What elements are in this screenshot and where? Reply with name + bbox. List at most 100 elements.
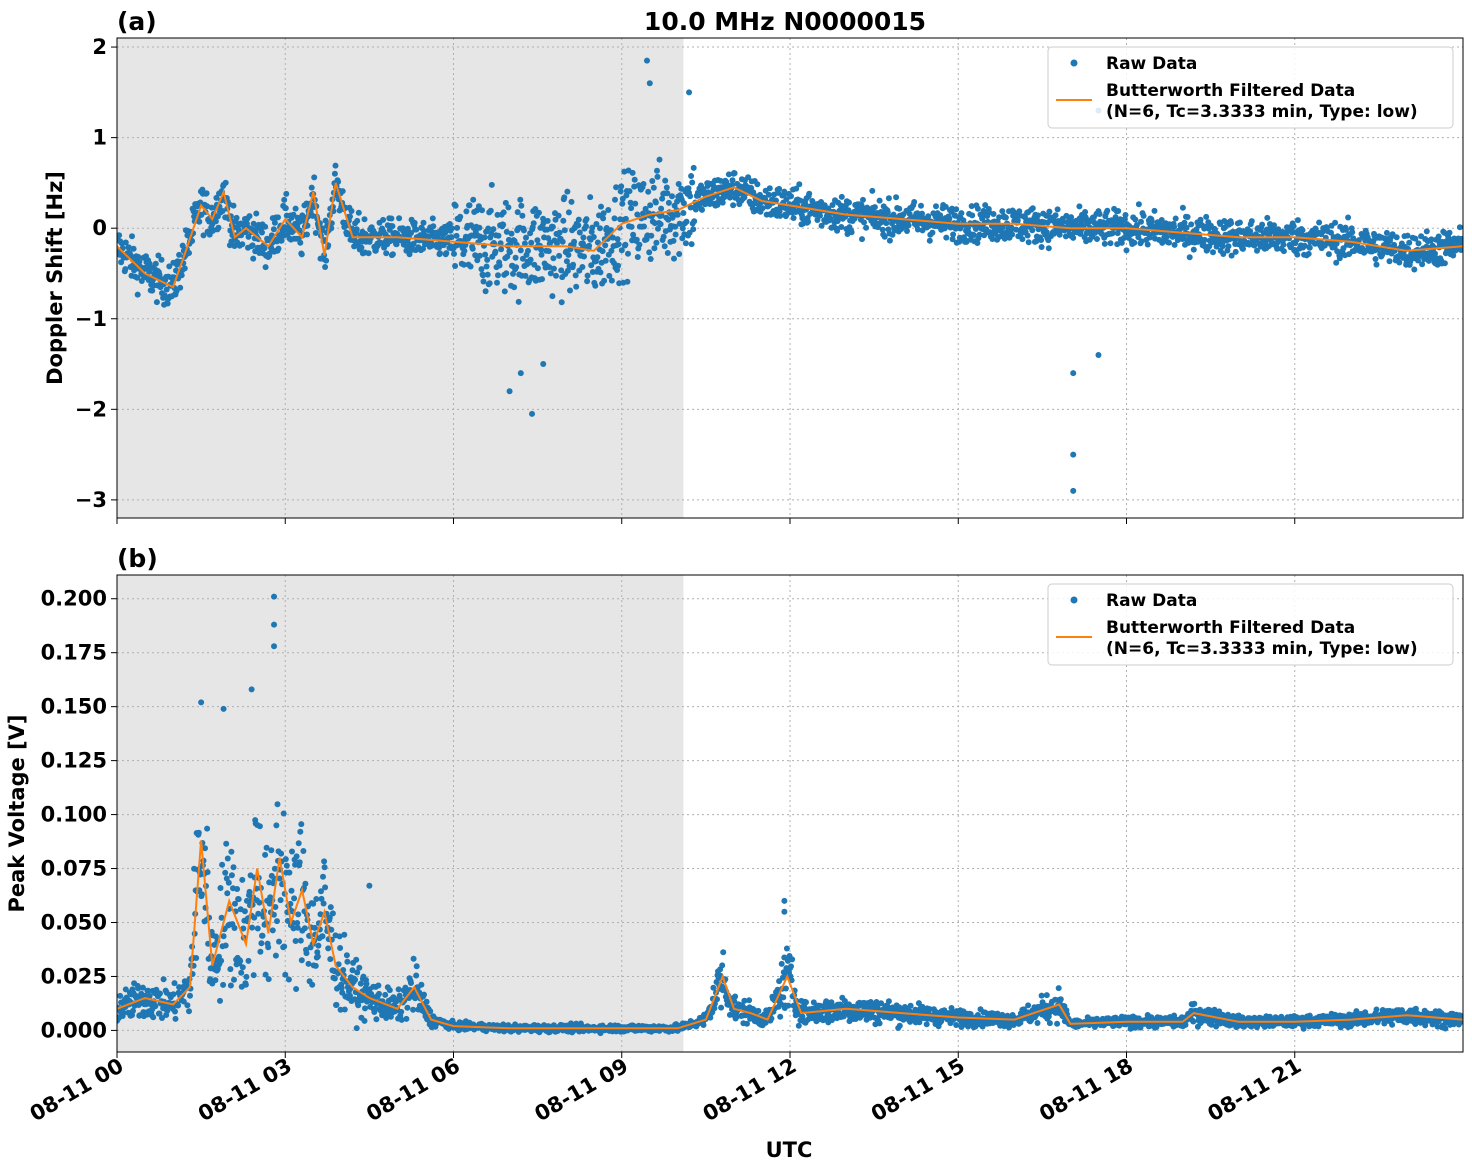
raw-point [145,987,152,994]
raw-point [122,266,129,273]
raw-point [994,1010,1001,1017]
raw-point [657,221,664,228]
raw-point [690,226,697,233]
raw-point [631,183,638,190]
raw-point [896,205,903,212]
raw-point [1182,1021,1189,1028]
raw-point [990,211,997,217]
raw-point [675,181,682,187]
raw-point [150,1014,157,1021]
raw-point [411,219,418,226]
raw-outlier-point [517,370,524,377]
raw-point [690,164,697,171]
raw-point [480,272,486,279]
raw-point [719,199,726,206]
raw-point [1001,235,1008,242]
raw-point [380,216,387,223]
raw-point [1254,247,1260,254]
raw-point [1383,229,1390,236]
raw-point [646,249,653,256]
raw-point [989,236,996,242]
raw-point [274,918,280,925]
raw-point [273,822,280,829]
raw-point [224,890,231,897]
raw-point [164,300,171,307]
raw-point [925,213,932,220]
raw-point [176,251,183,258]
raw-point [300,848,307,854]
raw-point [554,240,560,247]
raw-point [388,215,395,222]
raw-point [615,241,622,248]
raw-point [452,202,459,209]
raw-point [863,224,870,231]
raw-point [1386,258,1393,265]
raw-point [1009,231,1016,238]
raw-point [303,950,310,957]
raw-point [295,840,302,847]
raw-point [275,214,281,221]
raw-point [679,225,686,232]
raw-point [198,891,205,898]
raw-point [408,230,414,236]
raw-point [1151,207,1158,214]
raw-point [602,242,609,249]
raw-point [654,173,661,180]
panel-label: (a) [117,7,157,36]
raw-point [175,1002,182,1009]
raw-point [672,231,679,238]
raw-point [691,218,698,225]
raw-point [421,991,427,998]
raw-point [1441,260,1448,267]
raw-point [688,173,695,179]
raw-point [217,997,223,1004]
raw-point [683,218,690,225]
raw-point [905,222,912,229]
raw-point [654,167,660,174]
raw-point [1217,221,1224,227]
raw-point [766,185,773,192]
raw-point [628,223,635,230]
y-tick-label: 2 [92,35,107,59]
raw-point [597,225,603,232]
raw-point [353,956,360,963]
raw-point [883,220,890,227]
raw-point [363,980,370,987]
raw-point [1063,212,1070,219]
raw-point [823,998,830,1005]
raw-point [1225,243,1232,250]
raw-point [437,250,443,257]
raw-point [631,176,638,183]
raw-point [785,1002,792,1009]
raw-point [656,156,663,163]
raw-point [1228,220,1235,227]
raw-point [426,233,433,240]
raw-point [1345,214,1352,221]
raw-point [1070,234,1077,241]
raw-point [664,190,671,197]
raw-point [571,238,578,245]
raw-point [573,283,580,290]
raw-point [580,234,587,241]
raw-point [275,245,282,252]
raw-point [575,216,582,223]
raw-point [911,199,918,205]
raw-point [660,233,667,240]
raw-point [1183,224,1190,231]
raw-point [265,944,272,951]
raw-point [949,236,956,243]
raw-point [479,207,485,214]
filtered-data-line [117,182,1463,289]
raw-point [670,237,677,244]
raw-point [256,823,263,830]
raw-point [953,206,960,213]
raw-point [527,256,534,263]
raw-point [117,232,123,239]
raw-point [806,190,813,197]
raw-point [498,246,505,253]
raw-point [249,242,256,249]
raw-point [609,234,616,241]
raw-point [511,284,518,291]
raw-point [427,1008,434,1015]
raw-point [584,272,591,279]
